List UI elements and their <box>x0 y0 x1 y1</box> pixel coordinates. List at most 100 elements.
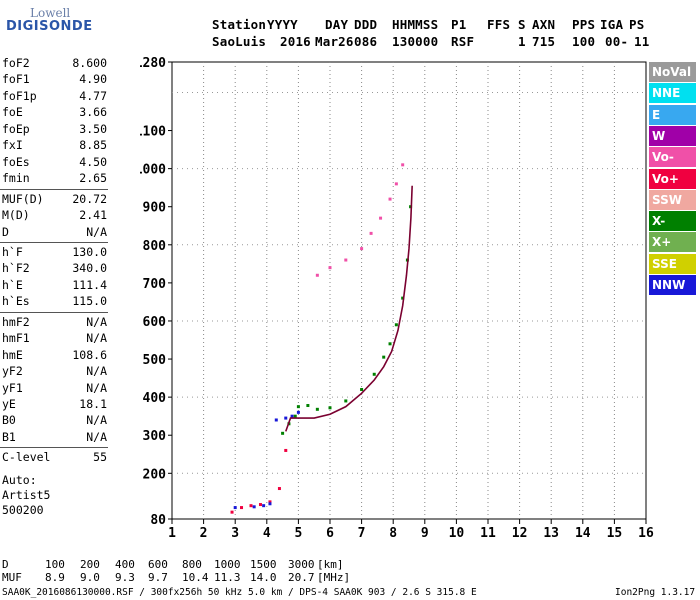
header-label: S <box>518 17 526 32</box>
data-point-nnw <box>296 410 300 414</box>
param-value: 4.50 <box>79 154 107 169</box>
muf-cell: 8.9 <box>45 571 65 584</box>
data-point-vo- <box>360 247 364 251</box>
plot-frame <box>171 61 647 520</box>
param-value: N/A <box>86 364 107 379</box>
data-point-x- <box>281 431 285 435</box>
legend-item: NoVal <box>649 62 696 82</box>
data-point-nnw <box>284 416 288 420</box>
muf-cell: 3000 <box>288 558 315 571</box>
param-value: 130.0 <box>72 244 107 259</box>
legend-item: SSW <box>649 189 696 210</box>
legend-item: Vo- <box>649 147 696 168</box>
y-tick-label: 300 <box>143 429 167 444</box>
param-name: yF1 <box>2 380 23 395</box>
header-label: DDD <box>354 17 378 32</box>
y-tick-label: 700 <box>143 277 167 292</box>
param-value: 8.600 <box>72 56 107 70</box>
param-name: B1 <box>2 429 16 444</box>
data-point-x- <box>382 355 386 359</box>
data-point-x- <box>328 406 332 410</box>
header-label: PPS <box>572 17 596 32</box>
separator <box>0 241 108 243</box>
fitted-trace-line <box>285 185 413 432</box>
param-value: N/A <box>86 429 107 444</box>
legend-item: E <box>649 104 696 125</box>
legend-item: Vo+ <box>649 168 696 189</box>
data-point-x- <box>388 342 392 346</box>
x-tick-label: 6 <box>326 526 334 541</box>
legend-item: X- <box>649 211 696 232</box>
param-name: D <box>2 224 9 239</box>
header-value: 086 <box>354 34 378 49</box>
data-point-vo- <box>268 500 272 504</box>
data-point-vo- <box>379 216 383 220</box>
y-tick-label: 800 <box>143 239 167 254</box>
x-tick-label: 7 <box>358 526 366 541</box>
header-value: 130000 <box>392 34 439 49</box>
header-label: AXN <box>532 17 556 32</box>
muf-cell: 600 <box>148 558 168 571</box>
legend-item: W <box>649 125 696 146</box>
data-point-vo- <box>369 231 373 235</box>
param-value: 340.0 <box>72 261 107 276</box>
header-label: PS <box>629 17 645 32</box>
data-point-vo- <box>328 266 332 270</box>
y-tick-label: 900 <box>143 201 167 216</box>
x-tick-label: 11 <box>480 526 496 541</box>
param-value: 20.72 <box>72 191 107 206</box>
header-label: IGA <box>600 17 624 32</box>
legend-item: X+ <box>649 232 696 253</box>
data-point-nnw <box>268 502 272 506</box>
header-label: Station <box>212 17 267 32</box>
y-tick-label: 400 <box>143 391 167 406</box>
logo-lowell: Lowell <box>30 6 71 20</box>
muf-cell: 9.0 <box>80 571 100 584</box>
separator <box>0 447 108 449</box>
logo-digisonde: DIGISONDE <box>6 19 93 34</box>
muf-cell: 1500 <box>250 558 277 571</box>
muf-cell: 200 <box>80 558 100 571</box>
x-tick-label: 2 <box>200 526 208 541</box>
header-value: Mar26 <box>315 34 354 49</box>
y-tick-label: 1100 <box>140 125 166 140</box>
param-value: 108.6 <box>72 347 107 362</box>
muf-cell: 10.4 <box>182 571 209 584</box>
param-value: 4.90 <box>79 72 107 87</box>
data-point-vo- <box>230 510 234 514</box>
x-tick-label: 15 <box>607 526 623 541</box>
param-name: foF1p <box>2 88 37 103</box>
data-point-vo- <box>315 273 319 277</box>
x-tick-label: 16 <box>638 526 654 541</box>
x-tick-label: 13 <box>543 526 559 541</box>
data-point-vo- <box>240 506 244 510</box>
muf-cell: 14.0 <box>250 571 277 584</box>
muf-cell: 400 <box>115 558 135 571</box>
param-name: hmF1 <box>2 331 30 346</box>
param-value: N/A <box>86 380 107 395</box>
legend-item: NNE <box>649 83 696 104</box>
param-name: h`E <box>2 277 23 292</box>
muf-cell: 9.7 <box>148 571 168 584</box>
param-value: N/A <box>86 314 107 329</box>
param-value: 55 <box>93 450 107 465</box>
legend-item: NNW <box>649 275 696 295</box>
muf-cell: 20.7 <box>288 571 315 584</box>
x-tick-label: 3 <box>231 526 239 541</box>
param-value: 2.41 <box>79 208 107 223</box>
param-name: fmin <box>2 171 30 186</box>
header-label: DAY <box>325 17 349 32</box>
data-point-x- <box>293 414 297 418</box>
header-label: YYYY <box>267 17 298 32</box>
muf-cell: 11.3 <box>214 571 241 584</box>
data-point-nnw <box>233 506 237 510</box>
data-point-vo- <box>249 504 253 508</box>
x-tick-label: 14 <box>575 526 591 541</box>
param-name: yE <box>2 397 16 411</box>
y-tick-label: 200 <box>143 467 167 482</box>
param-name: M(D) <box>2 208 30 223</box>
autoscaling-info: Auto: <box>2 472 37 487</box>
param-name: fxI <box>2 138 23 153</box>
param-name: foF1 <box>2 72 30 87</box>
data-point-vo- <box>277 487 281 491</box>
